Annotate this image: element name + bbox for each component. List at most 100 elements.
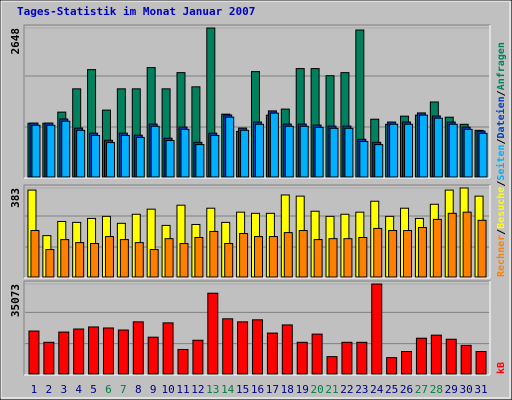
bar <box>448 123 458 178</box>
bar <box>269 112 279 178</box>
bar <box>239 233 249 278</box>
bar <box>283 232 293 278</box>
x-tick-label: 16 <box>251 383 264 396</box>
bar <box>356 341 368 375</box>
bar <box>117 329 129 375</box>
x-tick-label: 9 <box>150 383 157 396</box>
bar <box>162 322 174 375</box>
bar <box>445 338 457 375</box>
x-tick-label: 2 <box>46 383 53 396</box>
bar <box>149 249 159 278</box>
bar <box>90 243 100 278</box>
bar <box>415 337 427 375</box>
bar <box>73 328 85 375</box>
bar <box>28 330 40 375</box>
bar <box>298 230 308 278</box>
x-tick-label: 14 <box>221 383 235 396</box>
bar <box>135 136 145 178</box>
bar <box>296 341 308 375</box>
bar <box>207 292 219 375</box>
bar <box>76 129 86 178</box>
bar <box>192 339 204 375</box>
legend-separator: / <box>496 90 507 96</box>
legend: kB <box>496 362 507 374</box>
bar <box>284 125 294 178</box>
x-tick-label: 31 <box>474 383 487 396</box>
legend-separator: / <box>496 181 507 187</box>
bar <box>358 236 368 278</box>
bar <box>237 321 249 375</box>
bar <box>164 238 174 278</box>
x-tick-label: 17 <box>266 383 279 396</box>
legend-separator: / <box>496 229 507 235</box>
y-tick-label: 383 <box>9 188 22 208</box>
bar <box>401 351 413 375</box>
x-tick-label: 30 <box>460 383 473 396</box>
bar <box>132 321 144 375</box>
bar <box>478 132 488 178</box>
bar <box>460 344 472 375</box>
bar <box>147 336 159 375</box>
bar <box>313 239 323 278</box>
bar <box>359 141 369 178</box>
legend-entry: Seiten <box>495 145 507 181</box>
bar <box>43 341 55 375</box>
bar <box>462 211 472 278</box>
bar <box>433 117 443 178</box>
bar <box>31 124 41 178</box>
bar <box>417 227 427 278</box>
x-tick-label: 6 <box>105 383 112 396</box>
bar <box>210 134 220 178</box>
x-tick-label: 19 <box>296 383 309 396</box>
bar <box>120 134 130 178</box>
bar <box>329 127 339 178</box>
bar <box>266 332 278 375</box>
bar <box>194 236 204 278</box>
x-tick-label: 12 <box>191 383 204 396</box>
bar <box>177 348 189 375</box>
bar <box>386 357 398 375</box>
bar <box>225 116 235 178</box>
x-tick-label: 27 <box>415 383 428 396</box>
x-tick-label: 28 <box>430 383 443 396</box>
bar <box>430 334 442 375</box>
legend-entry: Dateien <box>495 96 507 138</box>
bar <box>58 331 70 375</box>
bar <box>134 242 144 278</box>
bar <box>254 236 263 278</box>
x-tick-label: 5 <box>90 383 97 396</box>
bar <box>61 120 71 178</box>
x-tick-label: 26 <box>400 383 413 396</box>
x-tick-label: 4 <box>75 383 82 396</box>
bar <box>195 144 205 178</box>
bar <box>344 127 354 178</box>
legend-entry: Besuche <box>496 187 507 229</box>
x-tick-label: 1 <box>31 383 38 396</box>
bar <box>75 242 85 278</box>
bar <box>91 134 101 178</box>
x-tick-label: 20 <box>310 383 323 396</box>
x-tick-label: 23 <box>355 383 368 396</box>
bar <box>373 227 383 278</box>
bar <box>268 236 278 278</box>
bar <box>165 139 175 178</box>
x-tick-label: 13 <box>206 383 219 396</box>
legend-entry: Rechner <box>496 235 507 277</box>
bar <box>374 144 384 178</box>
x-tick-label: 24 <box>370 383 384 396</box>
bar <box>60 239 70 278</box>
bar <box>222 318 234 375</box>
x-tick-label: 29 <box>445 383 458 396</box>
bar <box>404 123 414 178</box>
x-tick-label: 22 <box>340 383 353 396</box>
legend: Rechner/Besuche/Seiten/Dateien/Anfragen <box>495 42 507 277</box>
bar <box>150 125 160 178</box>
x-tick-label: 25 <box>385 383 398 396</box>
bar <box>209 230 219 278</box>
bar <box>119 239 129 278</box>
bar <box>341 341 353 375</box>
bar <box>104 236 114 278</box>
bar <box>240 129 250 178</box>
